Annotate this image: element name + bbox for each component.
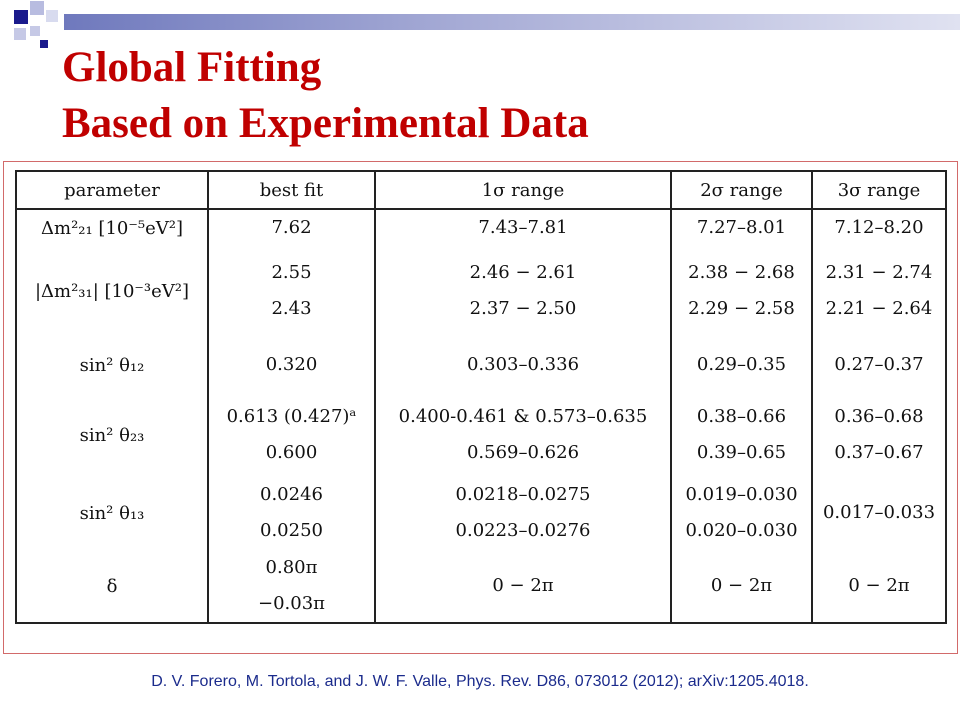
cell-value: 0.39–0.65	[696, 442, 787, 463]
decor-square	[14, 28, 26, 40]
cell-value: 0.0218–0.0275	[455, 484, 591, 505]
decor-square	[30, 1, 44, 15]
cell-parameter: sin² θ₂₃	[15, 394, 209, 476]
parameter-table: parameter best fit 1σ range 2σ range 3σ …	[15, 170, 947, 624]
cell-value: 0.017–0.033	[822, 502, 936, 523]
decor-square	[30, 26, 40, 36]
cell-value: 0.0223–0.0276	[455, 520, 591, 541]
cell-3sigma: 0.36–0.68 0.37–0.67	[811, 394, 947, 476]
cell-value: 2.29 − 2.58	[688, 298, 795, 319]
cell-value: 0.36–0.68	[834, 406, 924, 427]
cell-value: 0.27–0.37	[834, 354, 924, 375]
cell-best-fit: 7.62	[207, 209, 376, 246]
slide-title: Global Fitting Based on Experimental Dat…	[62, 40, 589, 152]
cell-1sigma: 2.46 − 2.61 2.37 − 2.50	[374, 246, 672, 336]
table-row: sin² θ₁₂ 0.320 0.303–0.336 0.29–0.35 0.27–0.…	[15, 336, 947, 394]
cell-1sigma: 0 − 2π	[374, 550, 672, 623]
cell-value: 7.27–8.01	[696, 217, 787, 238]
cell-value: 0.569–0.626	[466, 442, 580, 463]
title-line-2: Based on Experimental Data	[62, 100, 589, 147]
cell-value: 0 − 2π	[492, 575, 554, 596]
cell-2sigma: 7.27–8.01	[670, 209, 813, 246]
cell-value: 2.21 − 2.64	[825, 298, 933, 319]
cell-value: 0.020–0.030	[685, 520, 798, 541]
cell-3sigma: 0.017–0.033	[811, 476, 947, 550]
cell-value: 2.31 − 2.74	[825, 262, 933, 283]
decor-square	[14, 10, 28, 24]
cell-parameter: Δm²₂₁ [10⁻⁵eV²]	[15, 209, 209, 246]
cell-value: 0.320	[265, 354, 318, 375]
title-line-1: Global Fitting	[62, 44, 322, 91]
cell-value: 7.12–8.20	[834, 217, 924, 238]
cell-value: 0 − 2π	[710, 575, 773, 596]
table-row: sin² θ₁₃ 0.0246 0.0250 0.0218–0.0275 0.0223–…	[15, 476, 947, 550]
cell-value: 0.38–0.66	[696, 406, 787, 427]
cell-3sigma: 7.12–8.20	[811, 209, 947, 246]
cell-1sigma: 0.303–0.336	[374, 336, 672, 394]
header-parameter: parameter	[15, 171, 209, 210]
cell-best-fit: 0.0246 0.0250	[207, 476, 376, 550]
cell-value: 0.019–0.030	[685, 484, 798, 505]
cell-value: 2.38 − 2.68	[688, 262, 795, 283]
cell-parameter: sin² θ₁₂	[15, 336, 209, 394]
cell-value: 0.400-0.461 & 0.573–0.635	[398, 406, 648, 427]
cell-1sigma: 7.43–7.81	[374, 209, 672, 246]
citation: D. V. Forero, M. Tortola, and J. W. F. V…	[151, 673, 809, 690]
cell-3sigma: 0 − 2π	[811, 550, 947, 623]
cell-2sigma: 0.38–0.66 0.39–0.65	[670, 394, 813, 476]
cell-value: 0.0246	[260, 484, 323, 505]
decor-square	[40, 40, 48, 48]
cell-parameter: |Δm²₃₁| [10⁻³eV²]	[15, 246, 209, 336]
cell-best-fit: 2.55 2.43	[207, 246, 376, 336]
cell-2sigma: 0.019–0.030 0.020–0.030	[670, 476, 813, 550]
cell-1sigma: 0.400-0.461 & 0.573–0.635 0.569–0.626	[374, 394, 672, 476]
cell-best-fit: 0.613 (0.427)ᵃ 0.600	[207, 394, 376, 476]
header-1sigma: 1σ range	[374, 171, 672, 210]
title-rule	[64, 14, 960, 30]
cell-3sigma: 0.27–0.37	[811, 336, 947, 394]
cell-1sigma: 0.0218–0.0275 0.0223–0.0276	[374, 476, 672, 550]
cell-value: 7.43–7.81	[478, 217, 568, 238]
cell-parameter: sin² θ₁₃	[15, 476, 209, 550]
table-row: δ 0.80π −0.03π 0 − 2π 0 − 2π 0 − 2π	[15, 550, 947, 623]
table-row: Δm²₂₁ [10⁻⁵eV²] 7.62 7.43–7.81 7.27–8.01 7.1…	[15, 209, 947, 246]
cell-value: 0.600	[265, 442, 318, 463]
table-row: sin² θ₂₃ 0.613 (0.427)ᵃ 0.600 0.400-0.461 &…	[15, 394, 947, 476]
cell-value: −0.03π	[258, 593, 325, 614]
table-header-row: parameter best fit 1σ range 2σ range 3σ …	[15, 171, 947, 210]
cell-value: 0.613 (0.427)ᵃ	[226, 406, 357, 427]
cell-value: 0.37–0.67	[834, 442, 924, 463]
header-2sigma: 2σ range	[670, 171, 813, 210]
cell-2sigma: 2.38 − 2.68 2.29 − 2.58	[670, 246, 813, 336]
table-row: |Δm²₃₁| [10⁻³eV²] 2.55 2.43 2.46 − 2.61 2.37…	[15, 246, 947, 336]
cell-3sigma: 2.31 − 2.74 2.21 − 2.64	[811, 246, 947, 336]
cell-value: 2.55	[271, 262, 312, 283]
cell-value: 7.62	[271, 217, 312, 238]
cell-2sigma: 0.29–0.35	[670, 336, 813, 394]
cell-value: 2.37 − 2.50	[469, 298, 577, 319]
cell-best-fit: 0.80π −0.03π	[207, 550, 376, 623]
cell-2sigma: 0 − 2π	[670, 550, 813, 623]
cell-value: 0.303–0.336	[466, 354, 580, 375]
cell-best-fit: 0.320	[207, 336, 376, 394]
cell-value: 0.0250	[260, 520, 323, 541]
cell-value: 0.80π	[265, 557, 318, 578]
cell-value: 2.43	[271, 298, 312, 319]
cell-parameter: δ	[15, 550, 209, 623]
decor-square	[46, 10, 58, 22]
cell-value: 0 − 2π	[848, 575, 910, 596]
header-best-fit: best fit	[207, 171, 376, 210]
header-3sigma: 3σ range	[811, 171, 947, 210]
cell-value: 0.29–0.35	[696, 354, 787, 375]
cell-value: 2.46 − 2.61	[469, 262, 577, 283]
